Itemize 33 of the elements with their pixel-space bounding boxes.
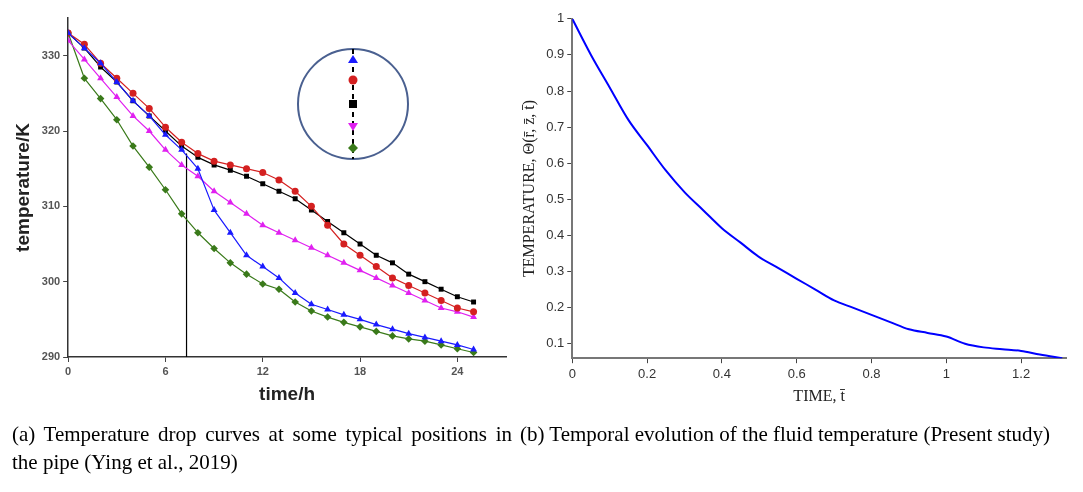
x-tick-label: 24 [451, 364, 465, 377]
text: (a) Temperature drop curves at some typical positions in the pipe (Ying et al., 2019) [11, 421, 513, 476]
y-tick-label: 1 [557, 10, 565, 26]
y-tick-label: 0.2 [546, 299, 565, 315]
x-tick-label: 0.8 [862, 365, 881, 381]
y-tick-label: 310 [41, 199, 61, 212]
y-tick-label: 320 [41, 124, 61, 137]
x-tick-label: 0.6 [787, 365, 806, 381]
y-tick-label: 330 [41, 48, 61, 61]
y-tick-label: 0.5 [546, 190, 565, 206]
x-tick-label: 0 [65, 364, 72, 377]
y-tick-label: 300 [41, 274, 61, 287]
x-tick-label: 0.4 [712, 365, 731, 381]
y-tick-label: 0.8 [546, 82, 565, 98]
y-tick-label: 0.9 [546, 46, 565, 62]
x-tick-label: 6 [162, 364, 169, 377]
y-tick-label: 0.1 [546, 335, 565, 351]
x-axis-title: TIME, t̄ [793, 386, 846, 404]
y-tick-label: 0.7 [546, 118, 565, 134]
y-tick-label: 0.6 [546, 154, 565, 170]
y-tick-label: 290 [41, 350, 61, 363]
y-axis-title: TEMPERATURE, Θ(r̄, z̄, t̄) [519, 99, 538, 278]
text: (b) Temporal evolution of the fluid temperature (Present study) [519, 421, 1051, 448]
y-axis-title: temperature/K [11, 122, 33, 252]
x-axis-title: time/h [259, 382, 316, 404]
x-tick-label: 0 [568, 365, 576, 381]
x-tick-label: 18 [353, 364, 367, 377]
x-tick-label: 1 [942, 365, 950, 381]
x-tick-label: 1.2 [1012, 365, 1031, 381]
y-tick-label: 0.4 [546, 227, 565, 243]
y-tick-label: 0.3 [546, 263, 565, 279]
x-tick-label: 12 [256, 364, 269, 377]
x-tick-label: 0.2 [638, 365, 657, 381]
